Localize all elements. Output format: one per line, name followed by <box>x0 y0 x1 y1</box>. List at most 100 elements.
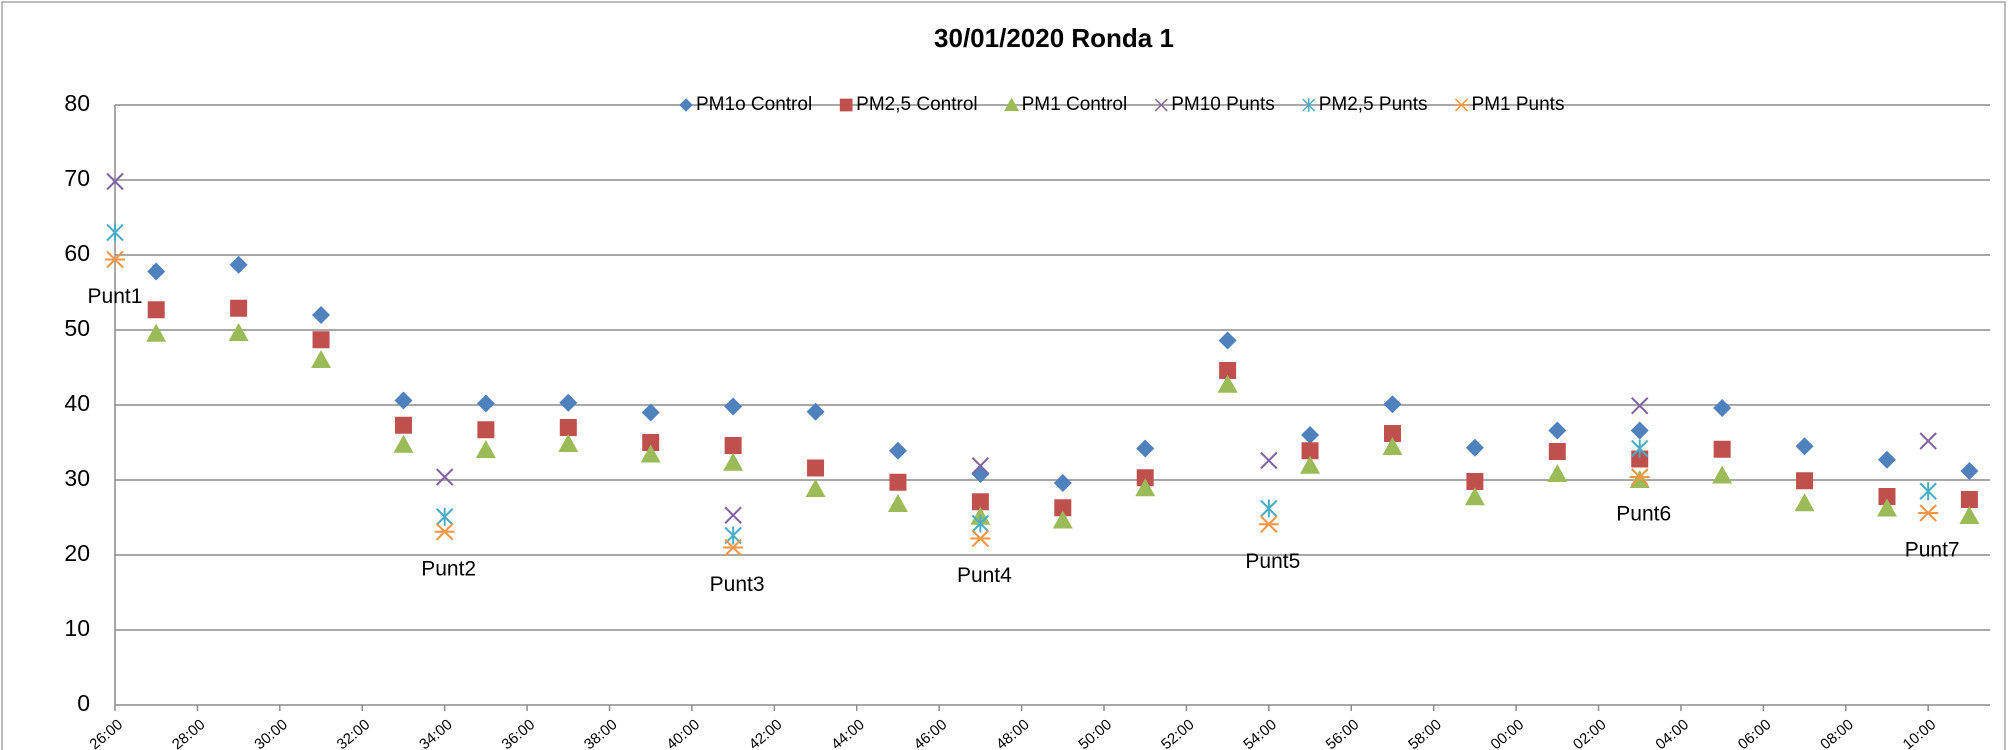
x-tick-label: 48:00 <box>993 716 1033 750</box>
diamond-marker <box>679 98 693 112</box>
point-label: Punt7 <box>1905 539 1960 562</box>
star-marker <box>434 523 455 541</box>
y-tick-label: 0 <box>77 690 90 716</box>
point-label: Punt6 <box>1616 503 1671 526</box>
diamond-marker <box>1218 331 1237 350</box>
legend-label: PM2,5 Punts <box>1319 94 1428 115</box>
square-marker <box>147 301 165 319</box>
triangle-marker <box>723 452 744 471</box>
y-tick-label: 20 <box>64 540 90 566</box>
triangle-marker <box>1629 470 1650 488</box>
point-label: Punt3 <box>710 573 765 596</box>
diamond-marker <box>1877 450 1896 469</box>
asterisk-marker <box>1631 439 1649 458</box>
x-tick-label: 56:00 <box>1323 716 1363 750</box>
triangle-marker <box>475 440 496 458</box>
star-marker <box>1629 468 1650 486</box>
triangle-marker <box>228 323 249 341</box>
asterisk-marker <box>971 514 990 533</box>
point-label: Punt2 <box>421 557 476 580</box>
square-marker <box>1548 443 1566 460</box>
x-tick-label: 00:00 <box>1488 716 1528 750</box>
diamond-marker <box>724 397 743 416</box>
star-marker <box>723 538 744 557</box>
diamond-marker <box>559 393 578 412</box>
x-marker <box>1260 451 1278 470</box>
triangle-marker <box>1052 510 1073 529</box>
square-marker <box>642 434 660 451</box>
square-marker <box>839 98 853 112</box>
x-tick-label: 44:00 <box>828 716 868 750</box>
square-marker <box>1796 472 1814 490</box>
x-tick-label: 34:00 <box>416 716 456 750</box>
square-marker <box>1136 469 1154 487</box>
point-label: Punt4 <box>957 564 1012 587</box>
x-tick-label: 58:00 <box>1405 716 1445 750</box>
triangle-marker <box>1382 437 1403 455</box>
triangle-marker <box>1547 464 1568 482</box>
x-tick-label: 30:00 <box>251 716 291 750</box>
asterisk-marker <box>1919 482 1937 501</box>
triangle-marker <box>558 434 579 452</box>
square-marker <box>1713 440 1731 458</box>
star-marker <box>970 529 991 548</box>
square-marker <box>312 331 330 349</box>
diamond-marker <box>476 394 495 413</box>
asterisk-marker <box>1302 98 1316 112</box>
y-tick-label: 80 <box>64 90 90 116</box>
y-tick-label: 30 <box>64 465 90 491</box>
triangle-marker <box>1876 498 1897 517</box>
square-marker <box>1301 442 1319 460</box>
x-marker <box>1919 432 1937 450</box>
diamond-marker <box>1301 426 1320 444</box>
x-tick-label: 02:00 <box>1570 716 1610 750</box>
triangle-marker <box>1135 478 1156 497</box>
x-tick-label: 40:00 <box>663 716 703 750</box>
x-marker <box>724 506 742 524</box>
diamond-marker <box>806 402 825 421</box>
legend-label: PM1 Punts <box>1472 94 1565 115</box>
diamond-marker <box>1630 421 1649 440</box>
diamond-marker <box>1383 395 1402 414</box>
square-marker <box>807 459 825 477</box>
x-tick-label: 08:00 <box>1817 716 1857 750</box>
triangle-marker <box>311 350 332 368</box>
point-label: Punt1 <box>88 285 143 308</box>
y-tick-label: 50 <box>64 315 90 341</box>
diamond-marker <box>1713 399 1732 417</box>
triangle-marker <box>1712 465 1733 484</box>
x-tick-label: 38:00 <box>581 716 621 750</box>
diamond-marker <box>229 255 248 274</box>
y-tick-label: 10 <box>64 615 90 641</box>
asterisk-marker <box>435 507 454 526</box>
diamond-marker <box>888 441 907 460</box>
x-tick-label: 36:00 <box>499 716 539 750</box>
triangle-marker <box>1959 506 1980 524</box>
legend-label: PM2,5 Control <box>856 94 977 115</box>
x-tick-label: 26:00 <box>86 716 126 750</box>
square-marker <box>1960 491 1978 508</box>
triangle-marker <box>805 479 826 497</box>
square-marker <box>394 416 412 434</box>
square-marker <box>230 299 248 317</box>
triangle-marker <box>640 444 661 463</box>
square-marker <box>971 493 989 511</box>
triangle-marker <box>1217 374 1238 393</box>
x-marker <box>106 172 124 191</box>
star-marker <box>105 250 125 269</box>
x-tick-label: 10:00 <box>1900 716 1940 750</box>
triangle-marker <box>146 323 167 342</box>
square-marker <box>889 473 907 491</box>
diamond-marker <box>147 262 166 281</box>
x-tick-label: 52:00 <box>1158 716 1198 750</box>
square-marker <box>1466 473 1484 490</box>
x-tick-label: 54:00 <box>1240 716 1280 750</box>
x-tick-label: 50:00 <box>1075 716 1115 750</box>
square-marker <box>1878 488 1896 505</box>
point-label: Punt5 <box>1245 550 1300 573</box>
legend-label: PM1 Control <box>1022 94 1128 115</box>
diamond-marker <box>1795 437 1814 456</box>
square-marker <box>477 421 495 439</box>
